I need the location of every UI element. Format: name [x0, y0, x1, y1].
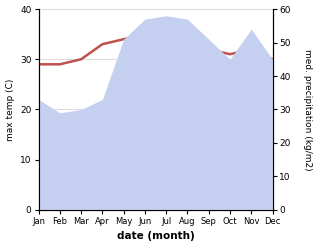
Y-axis label: max temp (C): max temp (C): [5, 78, 15, 141]
X-axis label: date (month): date (month): [117, 231, 194, 242]
Y-axis label: med. precipitation (kg/m2): med. precipitation (kg/m2): [303, 49, 313, 170]
